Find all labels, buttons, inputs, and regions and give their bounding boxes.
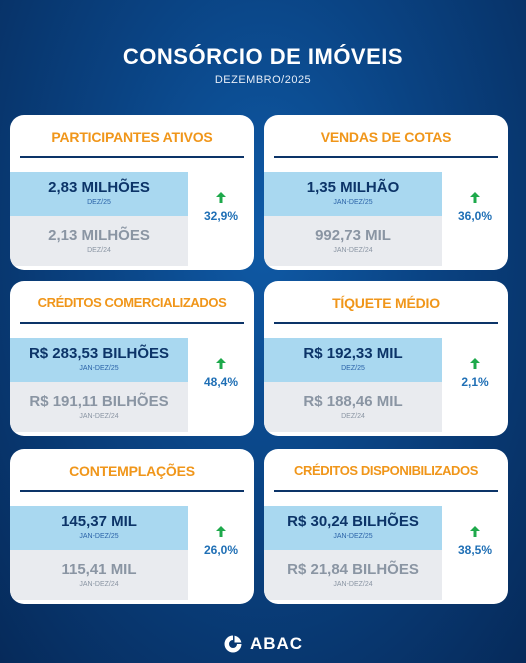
growth-percent: 32,9% (203, 209, 239, 223)
previous-value: R$ 188,46 MIL (303, 393, 403, 410)
abac-logo-icon (224, 635, 242, 653)
current-period: JAN-DEZ/25 (79, 365, 119, 372)
previous-period: DEZ/24 (87, 247, 111, 254)
card-title: CRÉDITOS DISPONIBILIZADOS (293, 463, 479, 478)
card-divider (274, 322, 498, 324)
previous-period: JAN-DEZ/24 (79, 413, 119, 420)
growth-indicator: 48,4% (188, 338, 254, 432)
previous-value: R$ 191,11 BILHÕES (29, 393, 169, 410)
previous-value: 2,13 MILHÕES (48, 227, 150, 244)
current-period: DEZ/25 (87, 199, 111, 206)
arrow-up-icon (470, 526, 480, 537)
page-subtitle: DEZEMBRO/2025 (214, 74, 312, 86)
card-title: PARTICIPANTES ATIVOS (51, 129, 213, 145)
growth-percent: 36,0% (457, 209, 493, 223)
current-period: JAN-DEZ/25 (333, 533, 373, 540)
card-participantes-ativos: PARTICIPANTES ATIVOS 2,83 MILHÕES DEZ/25… (10, 115, 254, 270)
previous-period: JAN-DEZ/24 (333, 247, 373, 254)
growth-indicator: 32,9% (188, 172, 254, 266)
previous-period: JAN-DEZ/24 (79, 581, 119, 588)
current-period: DEZ/25 (341, 365, 365, 372)
footer-logo: ABAC (0, 633, 526, 655)
card-creditos-comercializados: CRÉDITOS COMERCIALIZADOS R$ 283,53 BILHÕ… (10, 281, 254, 436)
growth-percent: 48,4% (203, 375, 239, 389)
page-header: CONSÓRCIO DE IMÓVEIS DEZEMBRO/2025 (0, 44, 526, 86)
growth-indicator: 36,0% (442, 172, 508, 266)
previous-value: 992,73 MIL (315, 227, 391, 244)
previous-value: R$ 21,84 BILHÕES (287, 561, 419, 578)
current-period: JAN-DEZ/25 (79, 533, 119, 540)
previous-value-box: 2,13 MILHÕES DEZ/24 (10, 216, 188, 266)
card-title: CONTEMPLAÇÕES (69, 463, 195, 479)
growth-percent: 38,5% (457, 543, 493, 557)
previous-value-box: 115,41 MIL JAN-DEZ/24 (10, 550, 188, 600)
previous-value-box: R$ 191,11 BILHÕES JAN-DEZ/24 (10, 382, 188, 432)
previous-value-box: R$ 188,46 MIL DEZ/24 (264, 382, 442, 432)
page-title: CONSÓRCIO DE IMÓVEIS (122, 44, 404, 69)
growth-indicator: 2,1% (442, 338, 508, 432)
current-value-box: 145,37 MIL JAN-DEZ/25 (10, 506, 188, 550)
arrow-up-icon (470, 192, 480, 203)
growth-indicator: 38,5% (442, 506, 508, 600)
current-value-box: 1,35 MILHÃO JAN-DEZ/25 (264, 172, 442, 216)
arrow-up-icon (216, 526, 226, 537)
card-divider (274, 490, 498, 492)
card-divider (274, 156, 498, 158)
growth-percent: 26,0% (203, 543, 239, 557)
arrow-up-icon (216, 192, 226, 203)
current-value: 145,37 MIL (61, 513, 137, 530)
growth-indicator: 26,0% (188, 506, 254, 600)
previous-value: 115,41 MIL (61, 561, 137, 578)
card-creditos-disponibilizados: CRÉDITOS DISPONIBILIZADOS R$ 30,24 BILHÕ… (264, 449, 508, 604)
card-vendas-de-cotas: VENDAS DE COTAS 1,35 MILHÃO JAN-DEZ/25 9… (264, 115, 508, 270)
current-value: R$ 192,33 MIL (303, 345, 403, 362)
arrow-up-icon (470, 358, 480, 369)
current-value-box: 2,83 MILHÕES DEZ/25 (10, 172, 188, 216)
arrow-up-icon (216, 358, 226, 369)
current-value-box: R$ 30,24 BILHÕES JAN-DEZ/25 (264, 506, 442, 550)
previous-value-box: R$ 21,84 BILHÕES JAN-DEZ/24 (264, 550, 442, 600)
card-title: CRÉDITOS COMERCIALIZADOS (37, 295, 227, 310)
footer-logo-text: ABAC (249, 634, 304, 653)
card-divider (20, 156, 244, 158)
previous-period: DEZ/24 (341, 413, 365, 420)
current-value: 1,35 MILHÃO (306, 179, 400, 196)
card-divider (20, 490, 244, 492)
current-value: R$ 30,24 BILHÕES (287, 513, 419, 530)
card-title: TÍQUETE MÉDIO (332, 295, 440, 311)
growth-percent: 2,1% (461, 375, 489, 389)
card-title: VENDAS DE COTAS (320, 129, 452, 145)
current-value: 2,83 MILHÕES (48, 179, 150, 196)
card-contemplacoes: CONTEMPLAÇÕES 145,37 MIL JAN-DEZ/25 115,… (10, 449, 254, 604)
current-value-box: R$ 192,33 MIL DEZ/25 (264, 338, 442, 382)
current-period: JAN-DEZ/25 (333, 199, 373, 206)
current-value: R$ 283,53 BILHÕES (28, 345, 170, 362)
previous-value-box: 992,73 MIL JAN-DEZ/24 (264, 216, 442, 266)
current-value-box: R$ 283,53 BILHÕES JAN-DEZ/25 (10, 338, 188, 382)
card-divider (20, 322, 244, 324)
previous-period: JAN-DEZ/24 (333, 581, 373, 588)
card-tiquete-medio: TÍQUETE MÉDIO R$ 192,33 MIL DEZ/25 R$ 18… (264, 281, 508, 436)
